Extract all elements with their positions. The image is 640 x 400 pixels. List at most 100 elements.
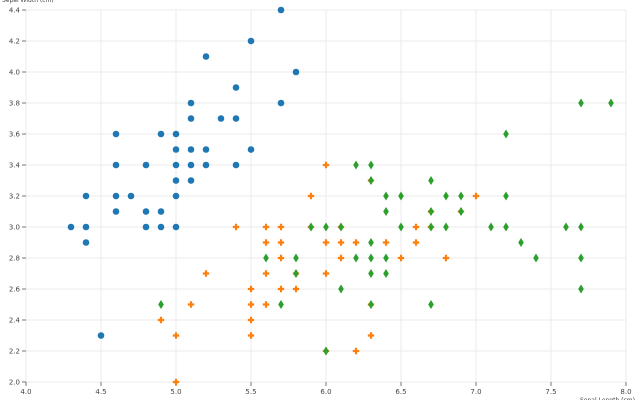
plus-marker (322, 270, 330, 277)
series-virginica (158, 98, 614, 356)
y-tick-label: 3.0 (9, 224, 20, 232)
plus-marker (187, 301, 195, 308)
circle-marker (217, 115, 225, 122)
diamond-marker (308, 222, 314, 232)
diamond-marker (368, 300, 374, 309)
plus-marker (262, 223, 270, 231)
circle-marker (187, 177, 195, 184)
plus-marker (247, 301, 255, 308)
diamond-marker (383, 269, 389, 278)
plus-marker (322, 239, 330, 246)
plus-marker (277, 285, 285, 293)
diamond-marker (368, 253, 374, 263)
diamond-marker (578, 284, 584, 294)
diamond-marker (368, 160, 374, 170)
diamond-marker (578, 222, 584, 232)
y-tick-label: 4.4 (9, 7, 21, 15)
circle-marker (277, 6, 285, 14)
plus-marker (412, 239, 420, 246)
y-tick-label: 3.6 (9, 131, 21, 139)
circle-marker (82, 223, 90, 231)
y-tick-label: 4.0 (9, 69, 20, 77)
plus-marker (262, 301, 270, 308)
axes: 4.0 4.5 5.0 5.5 6.0 6.5 7.0 7.5 8.0 2.0 2.2 2.4 2.6 2… (9, 7, 632, 397)
plus-marker (262, 270, 270, 277)
circle-marker (187, 161, 195, 169)
series-setosa (67, 6, 300, 339)
circle-marker (202, 161, 210, 169)
diamond-marker (458, 207, 464, 216)
y-tick-label: 2.6 (9, 286, 21, 294)
diamond-marker (608, 98, 614, 108)
plus-marker (322, 161, 330, 169)
diamond-marker (323, 346, 329, 356)
x-tick-label: 5.5 (245, 388, 256, 396)
circle-marker (82, 239, 90, 246)
diamond-marker (518, 238, 524, 247)
plus-marker (352, 239, 360, 246)
circle-marker (112, 161, 120, 169)
diamond-marker (563, 222, 569, 232)
diamond-marker (578, 253, 584, 263)
circle-marker (142, 208, 150, 215)
plus-marker (382, 239, 390, 246)
plus-marker (247, 285, 255, 293)
circle-marker (172, 130, 180, 138)
x-tick-label: 6.5 (395, 388, 406, 396)
diamond-marker (263, 253, 269, 263)
circle-marker (187, 146, 195, 153)
x-tick-label: 5.0 (170, 388, 181, 396)
diamond-marker (368, 269, 374, 278)
plus-marker (232, 223, 240, 231)
plus-marker (307, 192, 315, 200)
circle-marker (67, 223, 75, 231)
diamond-marker (428, 207, 434, 216)
y-axis-title: Sepal Width (cm) (2, 0, 54, 4)
diamond-marker (158, 300, 164, 309)
diamond-marker (368, 238, 374, 247)
circle-marker (247, 37, 255, 45)
circle-marker (172, 146, 180, 153)
circle-marker (187, 115, 195, 122)
diamond-marker (353, 253, 359, 263)
plus-marker (337, 254, 345, 262)
y-tick-label: 3.2 (9, 193, 20, 201)
plus-marker (172, 378, 180, 386)
diamond-marker (443, 222, 449, 232)
circle-marker (97, 332, 105, 339)
circle-marker (172, 192, 180, 200)
diamond-marker (428, 222, 434, 232)
plus-marker (157, 316, 165, 324)
diamond-marker (293, 269, 299, 278)
diamond-marker (368, 176, 374, 185)
x-tick-label: 8.0 (620, 388, 631, 396)
plus-marker (247, 316, 255, 324)
circle-marker (277, 99, 285, 107)
circle-marker (172, 223, 180, 231)
circle-marker (172, 177, 180, 184)
circle-marker (112, 130, 120, 138)
diamond-marker (278, 300, 284, 309)
circle-marker (82, 192, 90, 200)
y-tick-label: 2.8 (9, 255, 20, 263)
plus-marker (247, 332, 255, 339)
circle-marker (112, 192, 120, 200)
x-tick-label: 4.0 (20, 388, 31, 396)
y-tick-label: 2.4 (9, 317, 21, 325)
diamond-marker (533, 253, 539, 263)
y-tick-label: 3.8 (9, 100, 20, 108)
diamond-marker (338, 284, 344, 294)
diamond-marker (353, 160, 359, 170)
y-tick-label: 3.4 (9, 162, 21, 170)
circle-marker (292, 68, 300, 76)
y-tick-label: 2.2 (9, 348, 20, 356)
circle-marker (142, 223, 150, 231)
plus-marker (262, 239, 270, 246)
plus-marker (202, 270, 210, 277)
diamond-marker (398, 191, 404, 201)
circle-marker (202, 146, 210, 153)
diamond-marker (503, 191, 509, 201)
plus-marker (292, 285, 300, 293)
circle-marker (232, 84, 240, 91)
